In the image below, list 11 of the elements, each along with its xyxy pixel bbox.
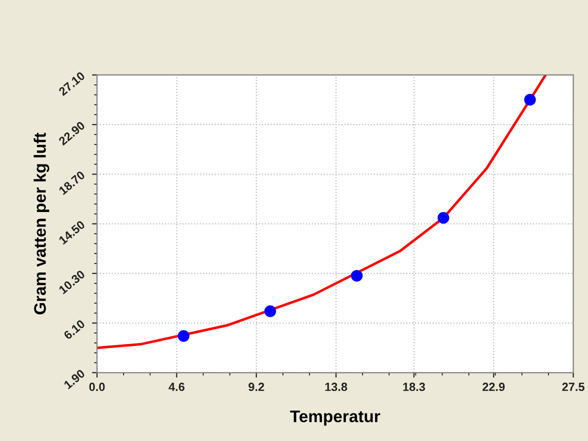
- x-tick-label: 27.5: [562, 382, 584, 392]
- y-tick-label: 6.10: [63, 319, 86, 340]
- x-axis-title: Temperatur: [290, 410, 380, 426]
- x-tick-label: 18.3: [403, 382, 426, 392]
- x-tick-label: 9.2: [248, 382, 264, 392]
- x-tick-label: 22.9: [482, 382, 505, 392]
- y-tick-label: 1.90: [63, 368, 86, 390]
- x-tick-label: 13.8: [325, 382, 348, 392]
- x-tick-label: 4.6: [168, 382, 184, 392]
- x-tick-label: 0.0: [89, 382, 105, 392]
- y-axis-title: Gram vatten per kg luft: [34, 132, 50, 314]
